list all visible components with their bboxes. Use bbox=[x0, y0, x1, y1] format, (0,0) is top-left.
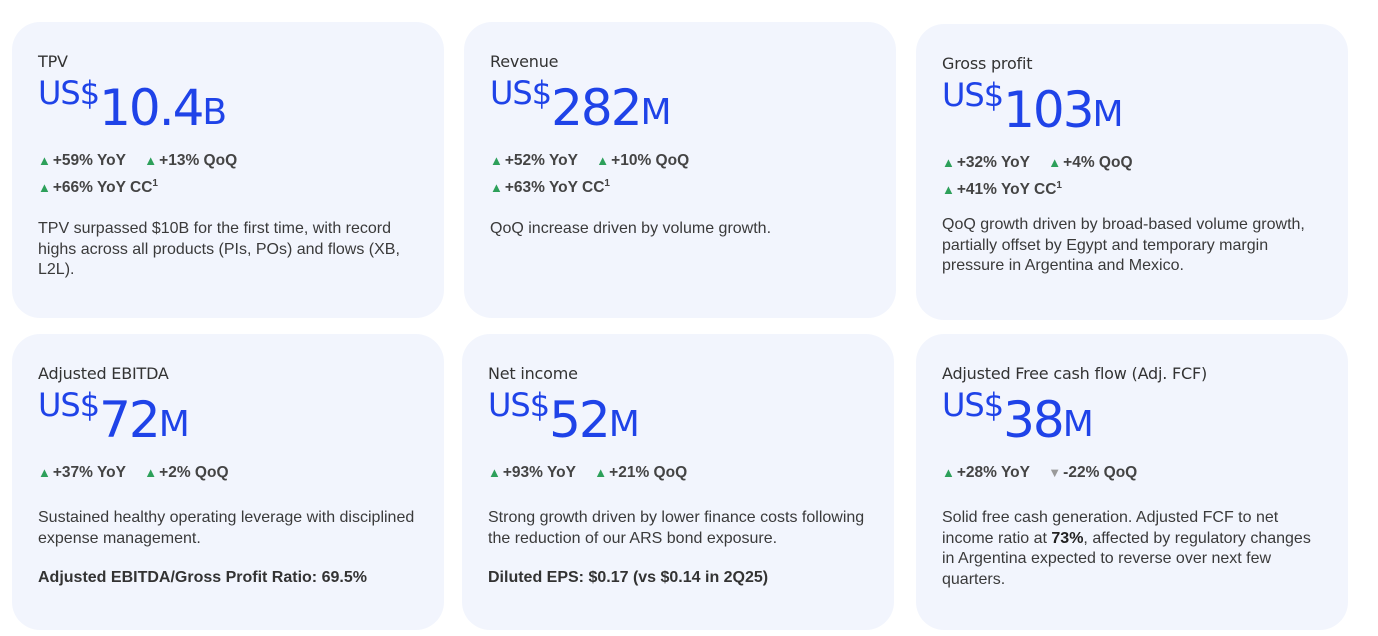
currency: US$ bbox=[942, 386, 1004, 424]
diluted-eps-note: Diluted EPS: $0.17 (vs $0.14 in 2Q25) bbox=[488, 569, 769, 586]
card-title: Net income bbox=[488, 364, 578, 383]
qoq-badge: ▲ +21% QoQ bbox=[594, 464, 688, 481]
card-title: Adjusted EBITDA bbox=[38, 364, 169, 383]
triangle-up-icon: ▲ bbox=[942, 155, 955, 170]
currency: US$ bbox=[942, 76, 1004, 114]
triangle-up-icon: ▲ bbox=[594, 465, 608, 480]
triangle-up-icon: ▲ bbox=[38, 180, 51, 195]
card-title: Adjusted Free cash flow (Adj. FCF) bbox=[942, 364, 1208, 383]
metric-value: US$ 52 M bbox=[488, 389, 868, 445]
fcf-ratio-value: 73% bbox=[1051, 529, 1084, 547]
card-description: Strong growth driven by lower finance co… bbox=[488, 509, 865, 547]
currency: US$ bbox=[488, 386, 550, 424]
card-tpv: TPV US$ 10.4 B ▲ +59% YoY ▲ +13% QoQ ▲ +66% Y… bbox=[12, 22, 444, 318]
yoy-badge: ▲ +37% YoY bbox=[38, 464, 126, 481]
card-revenue: Revenue US$ 282 M ▲ +52% YoY ▲ +10% QoQ ▲ +63… bbox=[464, 22, 896, 318]
triangle-up-icon: ▲ bbox=[38, 465, 51, 480]
footnote-marker: 1 bbox=[152, 177, 158, 189]
currency: US$ bbox=[38, 386, 100, 424]
number: 38 bbox=[1003, 391, 1065, 449]
number: 103 bbox=[1003, 81, 1094, 139]
card-title: TPV bbox=[38, 52, 68, 71]
card-description: QoQ growth driven by broad-based volume … bbox=[942, 216, 1305, 274]
change-badges: ▲ +32% YoY ▲ +4% QoQ ▲ +41% YoY CC1 bbox=[942, 149, 1322, 203]
card-title: Revenue bbox=[490, 52, 559, 71]
qoq-badge: ▲ +10% QoQ bbox=[596, 152, 690, 169]
change-badges: ▲ +37% YoY ▲ +2% QoQ bbox=[38, 459, 418, 486]
metric-value: US$ 72 M bbox=[38, 389, 418, 445]
card-gross-profit: Gross profit US$ 103 M ▲ +32% YoY ▲ +4% QoQ … bbox=[916, 24, 1348, 320]
metric-value: US$ 103 M bbox=[942, 79, 1322, 135]
ebitda-ratio-note: Adjusted EBITDA/Gross Profit Ratio: 69.5… bbox=[38, 569, 367, 586]
unit: B bbox=[202, 92, 227, 133]
triangle-up-icon: ▲ bbox=[38, 153, 51, 168]
triangle-up-icon: ▲ bbox=[488, 465, 501, 480]
number: 52 bbox=[549, 391, 611, 449]
unit: M bbox=[1092, 94, 1124, 135]
yoy-cc-badge: ▲ +41% YoY CC1 bbox=[942, 179, 1062, 198]
unit: M bbox=[608, 404, 640, 445]
triangle-up-icon: ▲ bbox=[942, 465, 955, 480]
currency: US$ bbox=[38, 74, 100, 112]
change-badges: ▲ +28% YoY ▼ -22% QoQ bbox=[942, 459, 1322, 486]
card-net-income: Net income US$ 52 M ▲ +93% YoY ▲ +21% QoQ St… bbox=[462, 334, 894, 630]
card-description: Solid free cash generation. Adjusted FCF… bbox=[942, 509, 1311, 588]
currency: US$ bbox=[490, 74, 552, 112]
yoy-badge: ▲ +28% YoY bbox=[942, 464, 1030, 481]
triangle-up-icon: ▲ bbox=[490, 153, 503, 168]
triangle-up-icon: ▲ bbox=[596, 153, 610, 168]
card-description: TPV surpassed $10B for the first time, w… bbox=[38, 220, 400, 278]
card-adjusted-fcf: Adjusted Free cash flow (Adj. FCF) US$ 38… bbox=[916, 334, 1348, 630]
yoy-badge: ▲ +93% YoY bbox=[488, 464, 576, 481]
yoy-cc-badge: ▲ +66% YoY CC1 bbox=[38, 177, 158, 196]
triangle-down-icon: ▼ bbox=[1048, 465, 1062, 480]
yoy-badge: ▲ +52% YoY bbox=[490, 152, 578, 169]
card-adjusted-ebitda: Adjusted EBITDA US$ 72 M ▲ +37% YoY ▲ +2% Qo… bbox=[12, 334, 444, 630]
card-description: QoQ increase driven by volume growth. bbox=[490, 220, 772, 237]
change-badges: ▲ +93% YoY ▲ +21% QoQ bbox=[488, 459, 868, 486]
number: 72 bbox=[99, 391, 161, 449]
qoq-badge: ▼ -22% QoQ bbox=[1048, 464, 1138, 481]
metric-value: US$ 282 M bbox=[490, 77, 870, 133]
change-badges: ▲ +59% YoY ▲ +13% QoQ ▲ +66% YoY CC1 bbox=[38, 147, 418, 201]
yoy-badge: ▲ +32% YoY bbox=[942, 154, 1030, 171]
footnote-marker: 1 bbox=[604, 177, 610, 189]
number: 282 bbox=[551, 79, 642, 137]
triangle-up-icon: ▲ bbox=[144, 153, 158, 168]
metric-value: US$ 10.4 B bbox=[38, 77, 418, 133]
qoq-badge: ▲ +4% QoQ bbox=[1048, 154, 1133, 171]
triangle-up-icon: ▲ bbox=[942, 182, 955, 197]
footnote-marker: 1 bbox=[1056, 179, 1062, 191]
number: 10.4 bbox=[99, 79, 204, 137]
card-title: Gross profit bbox=[942, 54, 1033, 73]
triangle-up-icon: ▲ bbox=[490, 180, 503, 195]
card-description: Sustained healthy operating leverage wit… bbox=[38, 509, 415, 547]
yoy-badge: ▲ +59% YoY bbox=[38, 152, 126, 169]
qoq-badge: ▲ +2% QoQ bbox=[144, 464, 229, 481]
triangle-up-icon: ▲ bbox=[144, 465, 158, 480]
yoy-cc-badge: ▲ +63% YoY CC1 bbox=[490, 177, 610, 196]
unit: M bbox=[640, 92, 672, 133]
unit: M bbox=[1062, 404, 1094, 445]
triangle-up-icon: ▲ bbox=[1048, 155, 1062, 170]
qoq-badge: ▲ +13% QoQ bbox=[144, 152, 238, 169]
metric-value: US$ 38 M bbox=[942, 389, 1322, 445]
change-badges: ▲ +52% YoY ▲ +10% QoQ ▲ +63% YoY CC1 bbox=[490, 147, 870, 201]
unit: M bbox=[158, 404, 190, 445]
